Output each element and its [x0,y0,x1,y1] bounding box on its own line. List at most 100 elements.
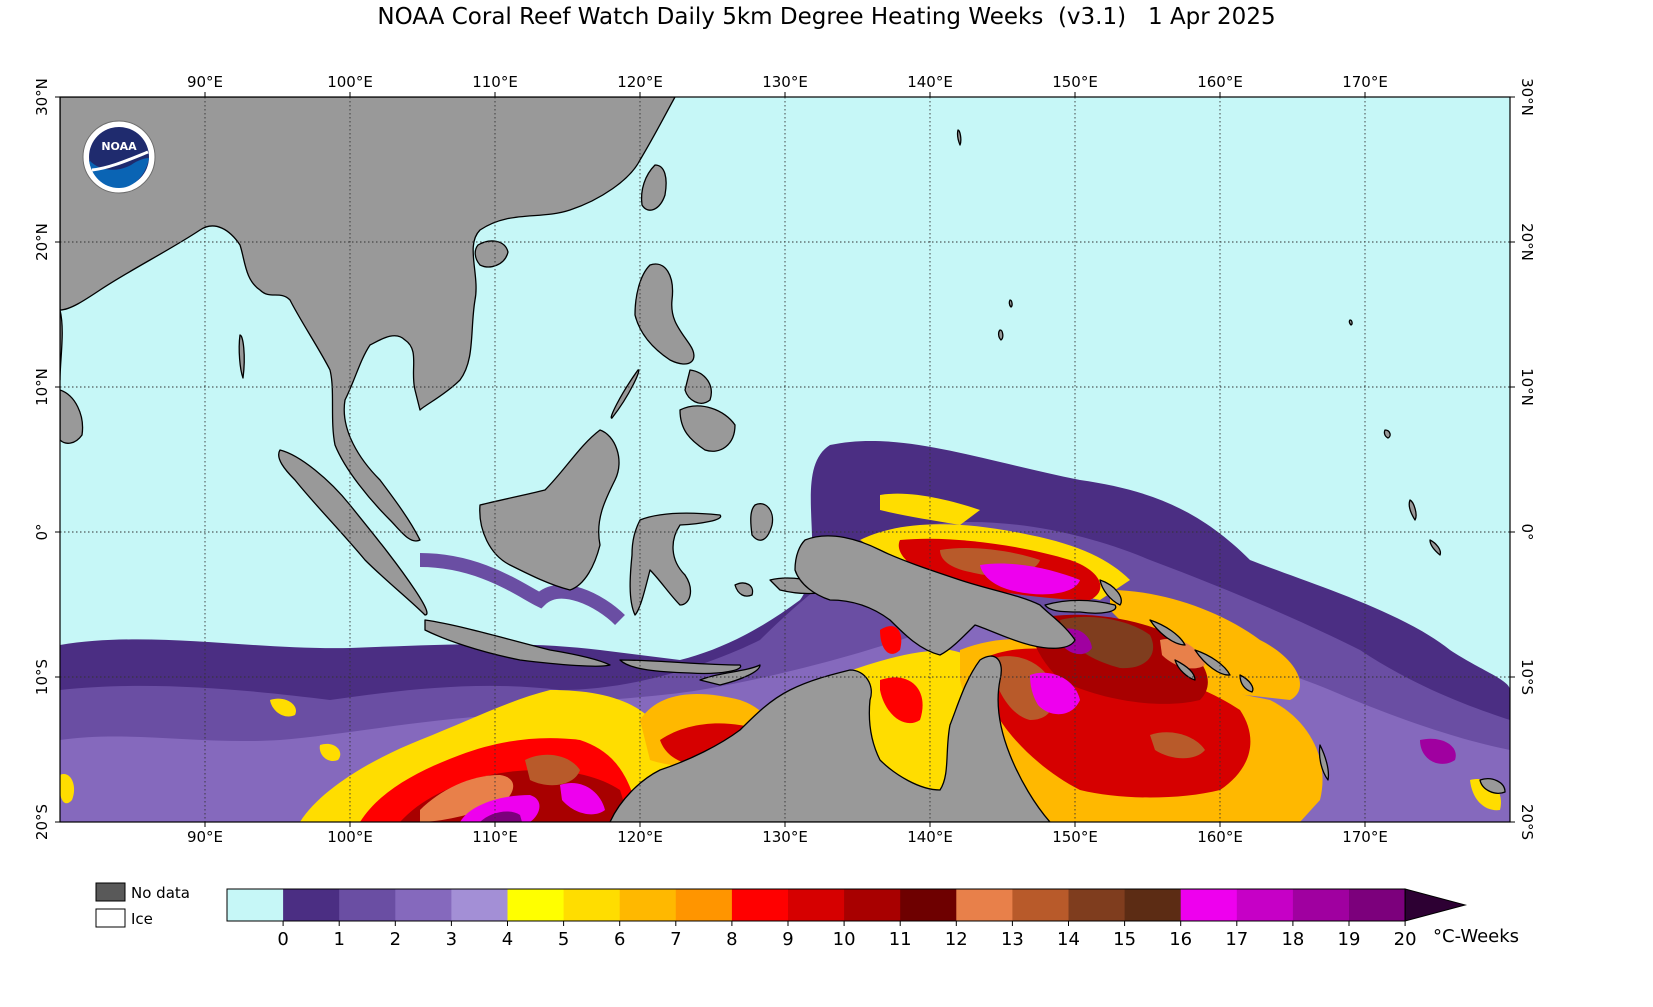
colorbar-swatch [619,889,677,921]
colorbar-tick-label: 17 [1225,929,1248,950]
lat-label-right: 20°N [1518,223,1536,261]
colorbar-tick-label: 12 [945,929,968,950]
noaa-logo: NOAA [82,120,156,194]
colorbar-unit-label: °C-Weeks [1433,926,1519,947]
land-masses [60,97,1506,822]
colorbar-tick-label: 18 [1281,929,1304,950]
colorbar-swatch [339,889,396,921]
lat-label-right: 20°S [1518,804,1536,840]
lat-label-left: 20°N [33,223,51,261]
legend-extra: No data Ice [95,882,190,928]
lon-label-top: 120°E [617,73,663,91]
colorbar-swatch [1068,889,1126,921]
land-taiwan [640,164,667,211]
lat-label-left: 30°N [33,78,51,116]
colorbar-extend-arrow [1404,888,1468,922]
colorbar-tick-label: 7 [670,929,681,950]
land-new-caledonia [1239,674,1254,693]
colorbar: 0 1 2 3 4 5 6 7 8 9 10 11 12 13 14 15 16 17 18 19 20 [226,888,1468,950]
land-new-guinea [794,535,1076,656]
colorbar-tick-label: 15 [1113,929,1136,950]
lat-label-right: 30°N [1518,78,1536,116]
lon-label-bottom: 110°E [472,828,518,846]
colorbar-swatch [731,889,789,921]
colorbar-tick-label: 10 [833,929,856,950]
lat-label-right: 10°N [1518,368,1536,406]
land-fiji [1479,778,1506,794]
colorbar-swatch [227,889,284,921]
land-asia-mainland [60,97,676,542]
land-halmahera [750,503,774,541]
lon-label-bottom: 100°E [327,828,373,846]
land-lesser-sunda [619,659,742,675]
heat-stress-fields [60,440,1510,822]
colorbar-tick-label: 5 [558,929,569,950]
lat-label-left: 10°S [33,659,51,695]
land-sulawesi [629,512,722,616]
land-timor [699,664,761,686]
lon-label-top: 90°E [187,73,223,91]
land-new-britain [1044,599,1117,614]
colorbar-swatch [1292,889,1350,921]
lat-label-left: 10°N [33,368,51,406]
colorbar-swatch [283,889,340,921]
land-hainan [474,240,509,268]
colorbar-frame [226,888,1406,922]
lon-label-top: 130°E [762,73,808,91]
colorbar-swatch [900,889,957,921]
land-sri-lanka [60,389,84,444]
colorbar-swatch [1349,889,1406,921]
lon-label-top: 170°E [1342,73,1388,91]
map-title: NOAA Coral Reef Watch Daily 5km Degree H… [377,4,1276,30]
land-visayas [684,369,712,404]
colorbar-swatch [451,889,508,921]
land-java [424,619,611,667]
land-luzon [634,263,695,365]
land-mindanao [679,405,736,452]
lon-label-bottom: 140°E [907,828,953,846]
lon-label-bottom: 170°E [1342,828,1388,846]
lon-label-bottom: 150°E [1052,828,1098,846]
lat-label-left: 20°S [33,804,51,840]
colorbar-swatch [675,889,733,921]
lon-label-top: 140°E [907,73,953,91]
lat-label-left: 0° [33,523,51,540]
colorbar-swatch [1124,889,1182,921]
colorbar-tick-label: 14 [1057,929,1080,950]
colorbar-tick-label: 8 [726,929,737,950]
colorbar-tick-label: 3 [446,929,457,950]
colorbar-swatch [844,889,901,921]
lat-label-right: 0° [1518,523,1536,540]
colorbar-tick-label: 16 [1169,929,1192,950]
land-palawan [610,369,640,419]
map-gridlines [60,97,1510,822]
colorbar-swatch [1012,889,1069,921]
colorbar-tick-label: 1 [333,929,344,950]
land-vanuatu [1318,744,1330,781]
noaa-logo-text: NOAA [101,140,137,153]
lat-label-right: 10°S [1518,659,1536,695]
lon-label-bottom: 160°E [1197,828,1243,846]
colorbar-swatch [1236,889,1294,921]
colorbar-tick-label: 9 [782,929,793,950]
colorbar-tick-label: 4 [502,929,513,950]
lon-label-top: 110°E [472,73,518,91]
colorbar-swatch [507,889,565,921]
colorbar-tick-label: 11 [889,929,912,950]
colorbar-tick-label: 13 [1001,929,1024,950]
colorbar-swatch [956,889,1013,921]
land-andaman-islands [238,334,245,379]
map-axes: 90°E 90°E 100°E 100°E 110°E 110°E 120°E 120°E 13… [33,73,1536,846]
land-australia [609,655,1051,822]
lon-label-top: 100°E [327,73,373,91]
colorbar-tick-label: 2 [390,929,401,950]
colorbar-tick-label: 6 [614,929,625,950]
ice-swatch [95,908,126,928]
lon-label-top: 160°E [1197,73,1243,91]
lon-label-bottom: 130°E [762,828,808,846]
land-new-ireland [1099,579,1122,606]
land-borneo [479,429,620,591]
colorbar-tick-label: 19 [1338,929,1361,950]
land-micronesia-islands [956,129,1442,556]
